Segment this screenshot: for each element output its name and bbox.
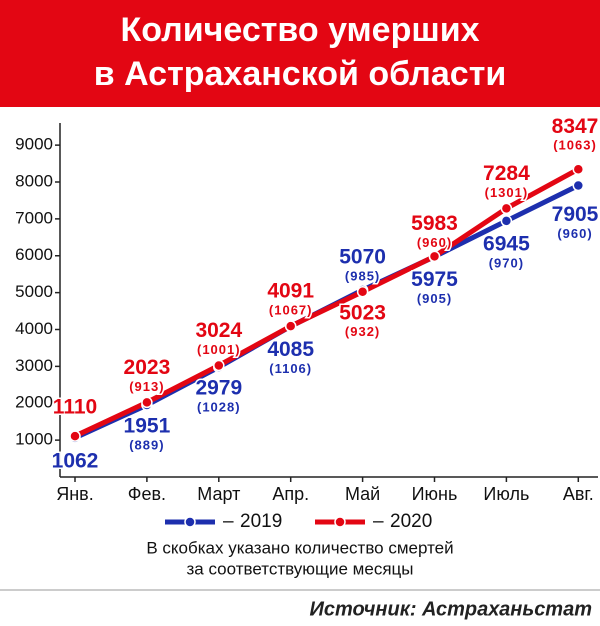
y-tick-label: 3000: [15, 356, 53, 375]
x-tick-label: Фев.: [128, 484, 166, 504]
point: [500, 215, 513, 227]
monthly-label: (1067): [269, 303, 313, 318]
monthly-label: (913): [129, 379, 164, 394]
point: [141, 396, 153, 409]
point: [213, 359, 225, 372]
value-label: 5070: [339, 246, 386, 269]
legend-dot: [184, 516, 196, 528]
y-tick-label: 4000: [15, 319, 53, 338]
monthly-label: (960): [417, 235, 452, 250]
legend-label: 2020: [390, 511, 432, 532]
x-tick-label: Июль: [483, 484, 529, 504]
value-label: 5023: [339, 301, 386, 324]
value-label: 2979: [195, 377, 242, 400]
note: В скобках указано количество смертей: [146, 538, 453, 557]
y-tick-label: 2000: [15, 393, 53, 412]
x-tick-label: Янв.: [56, 484, 94, 504]
value-label: 4085: [267, 338, 314, 361]
note: за соответствующие месяцы: [187, 559, 414, 578]
value-label: 6945: [483, 232, 530, 255]
chart-title: Количество умерших: [120, 11, 479, 49]
legend-label: 2019: [240, 511, 282, 532]
x-tick-label: Май: [345, 484, 380, 504]
legend-dash: –: [223, 511, 234, 532]
source: Источник: Астраханьстат: [310, 598, 593, 620]
value-label: 3024: [195, 319, 242, 342]
legend-dash: –: [373, 511, 384, 532]
value-label: 8347: [552, 115, 599, 138]
point: [572, 163, 585, 175]
monthly-label: (1001): [197, 342, 241, 357]
series-line: [73, 167, 580, 439]
value-label: 1951: [124, 415, 171, 438]
monthly-label: (1301): [485, 185, 529, 200]
value-label: 1062: [52, 449, 99, 472]
y-tick-label: 8000: [15, 171, 53, 190]
y-tick-label: 5000: [15, 282, 53, 301]
chart-title: в Астраханской области: [94, 55, 507, 93]
x-tick-label: Март: [197, 484, 240, 504]
monthly-label: (1106): [269, 361, 312, 376]
point: [428, 250, 441, 263]
point: [356, 286, 369, 298]
y-tick-label: 7000: [15, 208, 53, 227]
value-label: 5983: [411, 212, 458, 235]
monthly-label: (985): [345, 268, 380, 283]
x-tick-label: Авг.: [563, 484, 594, 504]
monthly-label: (905): [417, 291, 452, 306]
value-label: 7905: [552, 203, 599, 226]
y-tick-label: 9000: [15, 135, 53, 154]
x-tick-label: Июнь: [412, 484, 458, 504]
value-label: 2023: [124, 356, 171, 379]
point: [69, 430, 81, 442]
y-tick-label: 6000: [15, 245, 53, 264]
header-band: [0, 0, 600, 107]
monthly-label: (889): [129, 437, 164, 452]
y-tick-label: 1000: [15, 430, 53, 449]
value-label: 5975: [411, 268, 458, 291]
point: [500, 202, 513, 215]
value-label: 4091: [267, 280, 314, 303]
monthly-label: (1063): [553, 138, 597, 153]
value-label: 1110: [53, 396, 97, 419]
monthly-label: (1028): [197, 400, 241, 415]
point: [572, 179, 585, 192]
monthly-label: (960): [557, 226, 592, 241]
legend-dot: [334, 516, 346, 528]
monthly-label: (932): [345, 324, 380, 339]
point: [284, 320, 297, 332]
x-tick-label: Апр.: [272, 484, 309, 504]
value-label: 7284: [483, 162, 530, 185]
monthly-label: (970): [489, 255, 524, 270]
